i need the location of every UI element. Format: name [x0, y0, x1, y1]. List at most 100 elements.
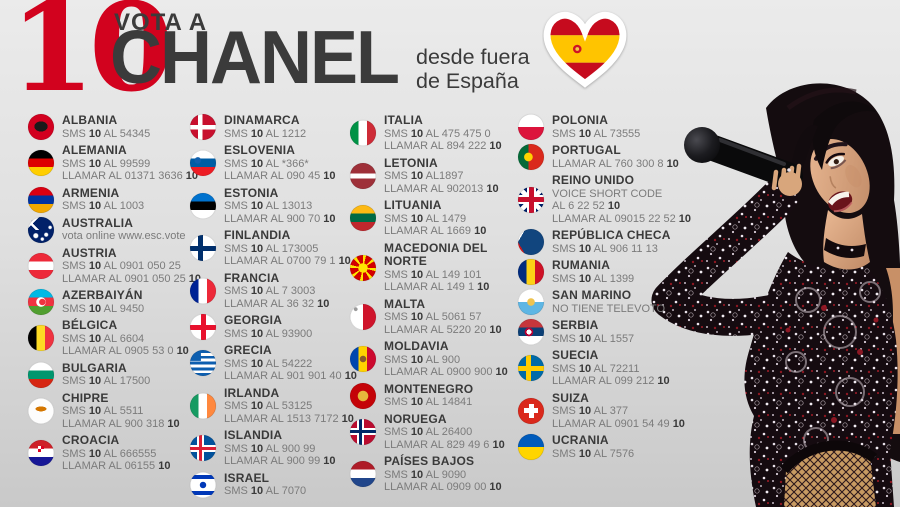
vote-line: LLAMAR AL 149 1 10: [384, 281, 490, 293]
flag-icon-austria: [28, 252, 54, 279]
country-name: SUIZA: [552, 390, 589, 405]
country-entry-chipre: CHIPRE SMS 10 AL 5511 LLAMAR AL 900 318 1…: [28, 390, 190, 431]
vote-line: NO TIENE TELEVOTO: [552, 302, 666, 315]
flag-icon-noruega: [350, 418, 376, 445]
vote-line: LLAMAR AL 06155 10: [62, 460, 171, 472]
vote-line: SMS 10 AL 900 99: [224, 442, 316, 455]
flag-icon-islandia: [190, 435, 216, 462]
flag-icon-albania: [28, 114, 54, 140]
vote-line: LLAMAR AL 0900 900 10: [384, 366, 508, 378]
country-entry-ucrania: UCRANIA SMS 10 AL 7576: [518, 433, 702, 460]
flag-icon-portugal: [518, 144, 544, 170]
country-name: MOLDAVIA: [384, 339, 449, 353]
vote-line: LLAMAR AL 090 45 10: [224, 170, 336, 182]
score-10: 10: [10, 0, 174, 119]
country-name: AUSTRIA: [62, 245, 117, 260]
spain-flag-heart-icon: [543, 11, 627, 88]
country-entry-rumania: RUMANIA SMS 10 AL 1399: [518, 258, 702, 285]
country-name: PORTUGAL: [552, 143, 621, 157]
country-column-2: DINAMARCA SMS 10 AL 1212 ESLOVENIA SMS 1…: [190, 113, 357, 502]
country-entry-australia: AUSTRALIA vota online www.esc.vote: [28, 215, 190, 243]
vote-line: SMS 10 AL 9090: [384, 468, 467, 481]
flag-icon-republica-checa: [518, 229, 544, 255]
country-entry-finlandia: FINLANDIA SMS 10 AL 173005 LLAMAR AL 0700…: [190, 228, 351, 268]
flag-icon-paises-bajos: [350, 461, 376, 488]
country-entry-francia: FRANCIA SMS 10 AL 7 3003 LLAMAR AL 36 32 …: [190, 270, 350, 311]
country-entry-islandia: ISLANDIA SMS 10 AL 900 99 LLAMAR AL 900 9…: [190, 428, 350, 468]
country-name: PAÍSES BAJOS: [384, 454, 475, 468]
flag-icon-belgica: [28, 325, 54, 352]
country-entry-san-marino: SAN MARINO NO TIENE TELEVOTO: [518, 288, 702, 315]
vote-line: SMS 10 AL 666555: [62, 447, 157, 460]
flag-icon-azerbaiyan: [28, 289, 54, 315]
vote-line: SMS 10 AL 93900: [224, 327, 313, 340]
country-name: AUSTRALIA: [62, 215, 134, 230]
vote-line: SMS 10 AL 73555: [552, 127, 641, 140]
vote-line: SMS 10 AL 72211: [552, 362, 640, 375]
country-entry-dinamarca: DINAMARCA SMS 10 AL 1212: [190, 113, 350, 140]
vote-line: LLAMAR AL 760 300 8 10: [552, 157, 679, 170]
country-name: DINAMARCA: [224, 113, 300, 127]
vote-line: SMS 10 AL 9450: [62, 302, 145, 315]
vote-line: LLAMAR AL 901 901 40 10: [224, 370, 357, 382]
vote-line: LLAMAR AL 900 70 10: [224, 212, 336, 225]
country-name: ESLOVENIA: [224, 143, 296, 157]
subtitle-line2: de España: [416, 69, 519, 94]
vote-line: SMS 10 AL 149 101: [384, 268, 482, 281]
country-entry-belgica: BÉLGICA SMS 10 AL 6604 LLAMAR AL 0905 53 …: [28, 318, 190, 358]
country-entry-irlanda: IRLANDA SMS 10 AL 53125 LLAMAR AL 1513 71…: [190, 385, 354, 426]
country-name: FRANCIA: [224, 270, 280, 285]
country-entry-moldavia: MOLDAVIA SMS 10 AL 900 LLAMAR AL 0900 900…: [350, 339, 518, 379]
country-name: AZERBAIYÁN: [62, 288, 143, 302]
vote-line: LLAMAR AL 829 49 6 10: [384, 438, 505, 451]
country-columns: ALBANIA SMS 10 AL 54345 ALEMANIA SMS 10 …: [28, 113, 702, 502]
flag-icon-irlanda: [190, 392, 216, 419]
country-entry-croacia: CROACIA SMS 10 AL 666555 LLAMAR AL 06155 …: [28, 433, 190, 473]
vote-line: LLAMAR AL 1513 7172 10: [224, 412, 354, 425]
flag-icon-bulgaria: [28, 361, 54, 388]
country-name: IRLANDA: [224, 385, 280, 400]
flag-icon-moldavia: [350, 346, 376, 373]
country-entry-georgia: GEORGIA SMS 10 AL 93900: [190, 313, 350, 340]
flag-icon-alemania: [28, 150, 54, 177]
vote-line: vota online www.esc.vote: [62, 230, 186, 242]
country-entry-alemania: ALEMANIA SMS 10 AL 99599 LLAMAR AL 01371 …: [28, 143, 198, 183]
flag-icon-rumania: [518, 259, 544, 285]
country-name: SERBIA: [552, 318, 599, 332]
country-entry-austria: AUSTRIA SMS 10 AL 0901 050 25 LLAMAR AL 0…: [28, 245, 201, 286]
vote-line: LLAMAR AL 36 32 10: [224, 297, 330, 310]
vote-line: LLAMAR AL 01371 3636 10: [62, 170, 198, 182]
chanel-singer-photo: [651, 83, 900, 507]
title-chanel: CHANEL: [110, 16, 400, 100]
vote-line: SMS 10 AL 7 3003: [224, 285, 316, 297]
flag-icon-polonia: [518, 114, 544, 140]
vote-line: SMS 10 AL 13013: [224, 200, 313, 212]
vote-line: SMS 10 AL 6604: [62, 332, 145, 345]
country-name: NORUEGA: [384, 411, 447, 426]
vote-line: LLAMAR AL 5220 20 10: [384, 323, 502, 336]
country-column-4: POLONIA SMS 10 AL 73555 PORTUGAL LLAMAR …: [518, 113, 702, 502]
country-name: CHIPRE: [62, 390, 109, 405]
country-name: GRECIA: [224, 343, 272, 357]
flag-icon-georgia: [190, 314, 216, 340]
vote-line: AL 6 22 52 10: [552, 200, 621, 212]
flag-icon-ucrania: [518, 434, 544, 460]
country-name: LETONIA: [384, 155, 438, 170]
vote-line: SMS 10 AL 900: [384, 353, 461, 366]
country-entry-suiza: SUIZA SMS 10 AL 377 LLAMAR AL 0901 54 49 …: [518, 390, 702, 431]
flag-icon-serbia: [518, 319, 544, 345]
country-entry-albania: ALBANIA SMS 10 AL 54345: [28, 113, 190, 140]
vote-line: SMS 10 AL 1212: [224, 127, 307, 140]
flag-icon-san-marino: [518, 289, 544, 315]
flag-icon-chipre: [28, 397, 54, 424]
country-entry-lituania: LITUANIA SMS 10 AL 1479 LLAMAR AL 1669 10: [350, 198, 518, 238]
flag-icon-italia: [350, 120, 376, 147]
country-name: ESTONIA: [224, 185, 279, 200]
vote-line: SMS 10 AL 54222: [224, 357, 313, 370]
vote-line: LLAMAR AL 900 318 10: [62, 417, 180, 430]
vote-line: LLAMAR AL 0909 00 10: [384, 481, 502, 493]
title-vota-a: VOTA A: [114, 9, 208, 36]
country-column-3: ITALIA SMS 10 AL 475 475 0 LLAMAR AL 894 …: [350, 113, 518, 502]
country-entry-malta: MALTA SMS 10 AL 5061 57 LLAMAR AL 5220 20…: [350, 297, 518, 337]
country-entry-estonia: ESTONIA SMS 10 AL 13013 LLAMAR AL 900 70 …: [190, 185, 350, 226]
